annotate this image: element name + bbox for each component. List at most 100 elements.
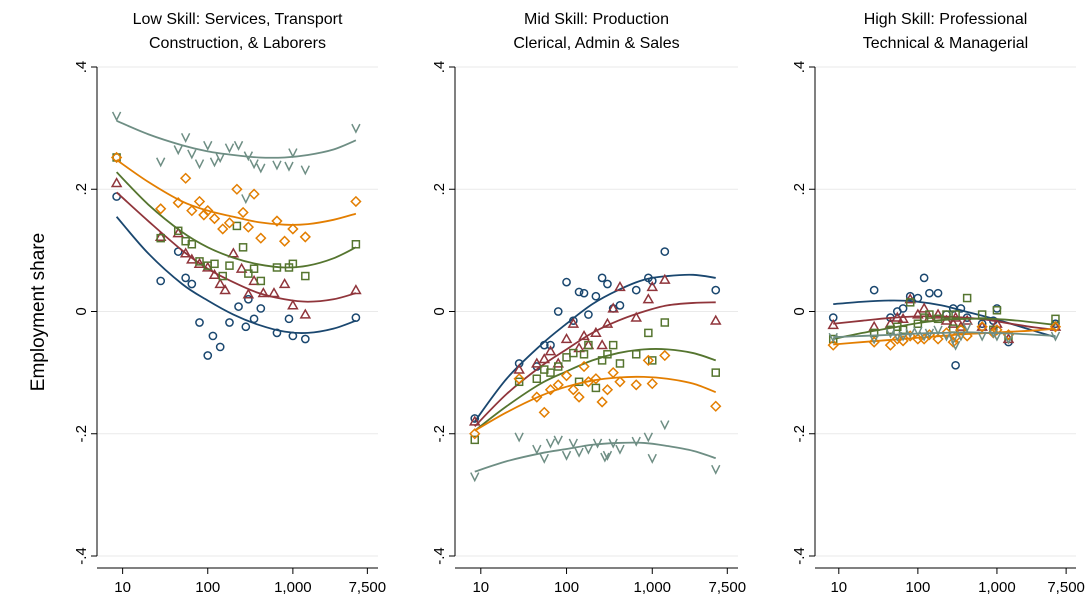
triangle-marker: [560, 332, 573, 344]
triangle-marker: [544, 345, 557, 356]
y-tick-label: 0: [791, 307, 808, 315]
y-tick-label: -.4: [73, 547, 90, 565]
x-tick-label: 100: [554, 579, 579, 596]
square-marker: [948, 324, 958, 333]
triangle-marker: [287, 299, 299, 310]
triangle-marker: [219, 284, 231, 295]
circle-marker: [234, 302, 243, 311]
x-tick-label: 10: [114, 579, 131, 596]
square-marker: [210, 259, 219, 269]
x-tick-label: 1,000: [978, 579, 1016, 596]
check-marker: [924, 328, 935, 339]
square-marker: [195, 257, 204, 266]
circle-marker: [992, 304, 1002, 313]
diamond-marker: [223, 217, 236, 229]
check-marker: [647, 453, 657, 464]
triangle-marker: [567, 317, 580, 328]
circle-marker: [225, 318, 234, 327]
triangle-marker: [179, 247, 192, 258]
triangle-marker: [578, 329, 590, 341]
check-marker: [215, 153, 225, 164]
panel-title-line: High Skill: Professional: [864, 11, 1028, 28]
triangle-marker: [235, 262, 248, 273]
diamond-marker: [976, 321, 988, 333]
diamond-marker: [350, 195, 362, 208]
series-5: [828, 322, 1061, 351]
diamond-marker: [578, 360, 590, 373]
circle-marker: [591, 291, 601, 301]
diamond-marker: [596, 396, 608, 408]
triangle-marker: [248, 274, 260, 286]
check-marker: [1050, 331, 1061, 342]
panel-1: -.4 -.2 0 .2 .4 10 100 1,000 7,500 Low Skill: Ser…: [73, 11, 386, 596]
circle-marker: [514, 359, 524, 368]
circle-marker: [256, 304, 266, 313]
triangle-marker: [601, 317, 614, 328]
circle-marker: [470, 414, 480, 423]
triangle-marker: [268, 287, 280, 298]
check-marker: [532, 444, 542, 455]
y-tick-label: 0: [73, 307, 90, 315]
x-tick-label: 7,500: [1047, 579, 1085, 596]
circle-marker: [898, 304, 908, 313]
check-marker: [514, 432, 524, 443]
check-marker: [711, 464, 721, 475]
series-1: [470, 247, 721, 423]
circle-marker: [951, 360, 960, 370]
y-tick-label: -.4: [791, 547, 808, 565]
fit-curve: [116, 159, 357, 226]
square-marker: [272, 263, 282, 272]
check-marker: [615, 444, 625, 455]
triangle-marker: [630, 311, 643, 322]
diamond-marker: [155, 203, 167, 215]
diamond-marker: [179, 172, 192, 184]
check-marker: [956, 331, 966, 342]
diamond-marker: [932, 333, 944, 345]
check-marker: [470, 472, 480, 483]
circle-marker: [956, 304, 966, 313]
diamond-marker: [231, 183, 243, 195]
circle-marker: [284, 314, 294, 324]
check-marker: [869, 334, 879, 345]
diamond-marker: [582, 376, 595, 388]
triangle-marker: [607, 302, 619, 313]
check-marker: [941, 331, 952, 342]
series-3: [470, 318, 720, 445]
x-tick-label: 10: [830, 579, 847, 596]
check-marker: [173, 145, 183, 156]
fit-curve: [474, 375, 717, 432]
series-4: [110, 151, 362, 247]
check-marker: [203, 140, 213, 151]
circle-marker: [181, 273, 190, 283]
square-marker: [569, 348, 578, 358]
diamond-marker: [255, 232, 267, 244]
diamond-marker: [891, 333, 903, 345]
square-marker: [631, 350, 641, 359]
check-marker: [351, 123, 361, 134]
triangle-marker: [208, 268, 221, 279]
diamond-marker: [642, 354, 655, 367]
square-marker: [218, 271, 227, 281]
diamond-marker: [710, 400, 722, 412]
y-tick-label: .2: [431, 183, 448, 196]
triangle-marker: [642, 293, 655, 304]
square-marker: [951, 310, 960, 319]
circle-marker: [977, 319, 987, 329]
y-tick-label: .4: [791, 61, 808, 74]
fit-curve: [116, 191, 357, 303]
triangle-marker: [154, 230, 167, 242]
square-marker: [553, 362, 563, 371]
circle-marker: [579, 288, 589, 298]
square-marker: [992, 306, 1002, 315]
diamond-marker: [991, 324, 1003, 336]
circle-marker: [584, 310, 593, 319]
check-marker: [539, 453, 549, 464]
square-marker: [470, 435, 480, 445]
diamond-marker: [172, 197, 184, 209]
y-tick-label: -.4: [431, 547, 448, 565]
triangle-marker: [538, 353, 551, 364]
triangle-marker: [827, 318, 840, 330]
square-marker: [244, 269, 253, 278]
square-marker: [562, 353, 571, 362]
